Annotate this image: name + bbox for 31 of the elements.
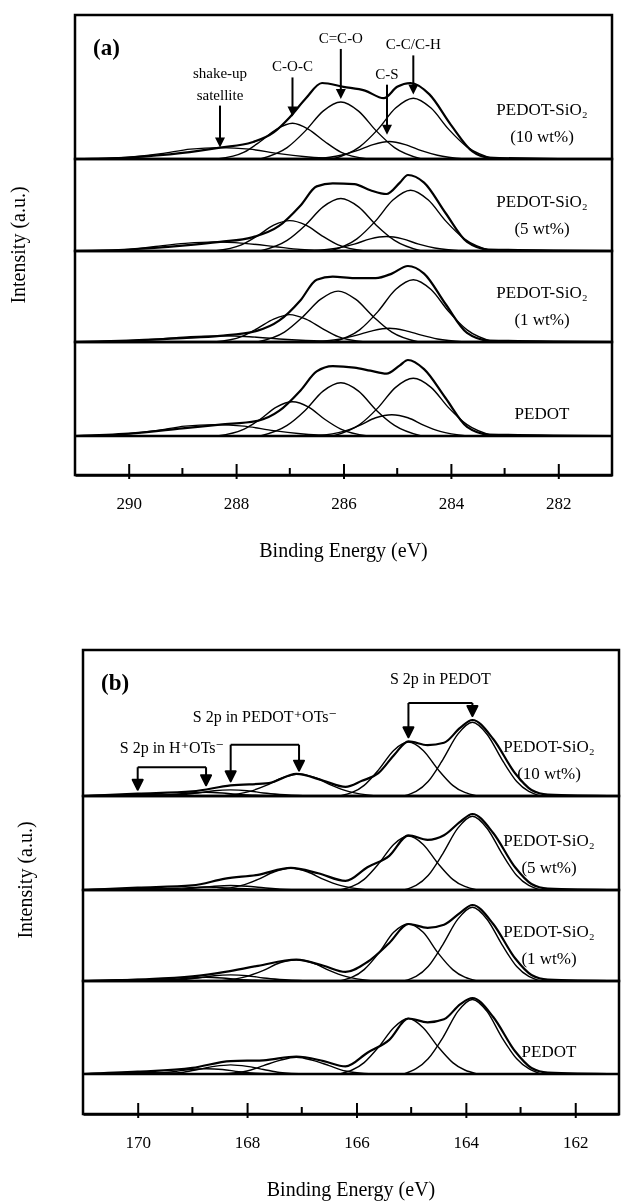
annotation: shake-up satellite [192,64,248,103]
x-axis-title: Binding Energy (eV) [266,1178,436,1201]
annotation: PEDOT-SiO₂ (1 wt%) [496,283,588,329]
annotation: PEDOT-SiO₂ (5 wt%) [503,831,595,877]
chart-title: (a) [93,35,120,60]
x-tick-label: 168 [234,1133,261,1153]
x-axis-title: Binding Energy (eV) [259,539,428,562]
x-tick-label: 286 [331,494,357,514]
x-tick-label: 164 [453,1133,480,1153]
annotation: S 2p in PEDOT⁺OTs⁻ [192,707,337,726]
y-axis-title: Intensity (a.u.) [7,186,30,304]
annotation: PEDOT-SiO₂ (5 wt%) [496,192,588,238]
annotation: C-S [375,65,399,82]
annotation: C-O-C [272,58,313,75]
annotation: C=C-O [318,29,364,46]
annotation: PEDOT-SiO₂ (1 wt%) [503,922,595,968]
annotation: PEDOT-SiO₂ (10 wt%) [496,100,588,146]
annotation: S 2p in H⁺OTs⁻ [119,739,224,758]
x-tick-label: 162 [562,1133,589,1153]
x-tick-label: 170 [125,1133,151,1153]
x-tick-label: 290 [116,494,142,514]
x-tick-label: 284 [438,494,465,514]
x-tick-label: 282 [546,494,572,514]
y-axis-title: Intensity (a.u.) [14,821,37,939]
x-tick-label: 288 [223,494,250,514]
annotation: C-C/C-H [385,36,441,53]
x-tick-label: 166 [344,1133,370,1153]
chart-title: (b) [101,670,130,695]
annotation: PEDOT [521,1042,577,1061]
annotation: PEDOT [514,404,570,423]
text: S 2p in PEDOT [389,670,492,688]
